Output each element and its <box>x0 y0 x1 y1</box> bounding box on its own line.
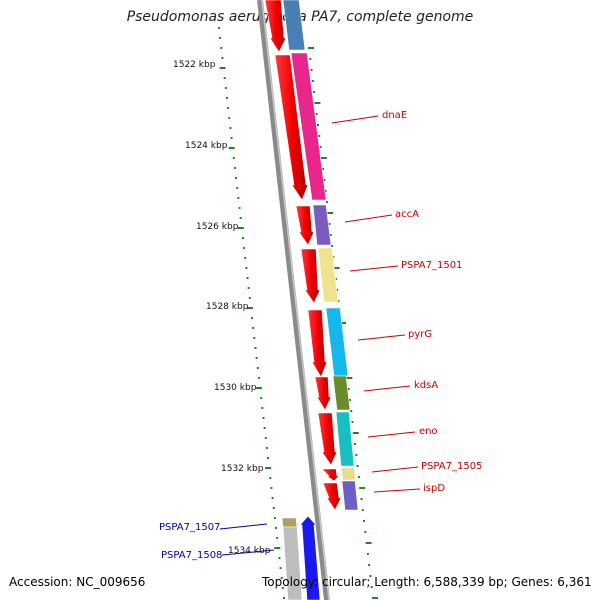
gene-label-PSPA7_1508[interactable]: PSPA7_1508 <box>161 550 222 561</box>
tick-label-1526: 1526 kbp <box>196 222 239 232</box>
gene-block-kdsA[interactable] <box>332 375 351 411</box>
genome-backbone <box>257 0 330 600</box>
gene-block-PSPA7_1507[interactable] <box>282 526 303 600</box>
gene-block-pyrG[interactable] <box>325 307 349 377</box>
label-leaders <box>219 115 421 556</box>
tick-label-1528: 1528 kbp <box>206 302 249 312</box>
accession-text: Accession: NC_009656 <box>9 575 146 589</box>
cds-arrow[interactable] <box>321 468 340 482</box>
cds-arrow[interactable] <box>317 412 338 466</box>
cds-arrow[interactable] <box>307 309 328 378</box>
gene-label-accA[interactable]: accA <box>395 209 419 220</box>
tick-label-1532: 1532 kbp <box>221 464 264 474</box>
cds-arrow[interactable] <box>300 248 321 304</box>
topology-text: Topology: circular; Length: 6,588,339 bp… <box>262 575 592 589</box>
gene-block-accA[interactable] <box>312 204 332 246</box>
gene-label-PSPA7_1507[interactable]: PSPA7_1507 <box>159 522 220 533</box>
cds-arrow[interactable] <box>295 205 315 246</box>
gene-block-PSPA7_1501[interactable] <box>317 247 339 303</box>
gene-label-kdsA[interactable]: kdsA <box>414 380 438 391</box>
cds-arrow[interactable] <box>322 482 342 511</box>
tick-label-1534: 1534 kbp <box>228 546 271 556</box>
gc-content-track <box>218 27 378 599</box>
tick-label-1522: 1522 kbp <box>173 60 216 70</box>
tick-label-1524: 1524 kbp <box>185 141 228 151</box>
cds-arrow[interactable] <box>274 54 309 201</box>
cds-arrow[interactable] <box>314 376 332 411</box>
gene-block-PSPA7_1507-top[interactable] <box>281 517 298 528</box>
gene-block-eno[interactable] <box>335 411 355 467</box>
genome-backbone-highlight <box>261 0 330 600</box>
gene-track-outer <box>282 0 359 511</box>
cds-track-inner <box>264 0 342 511</box>
gene-track-reverse <box>281 515 321 600</box>
tick-label-1530: 1530 kbp <box>214 383 257 393</box>
gene-block-dnaE[interactable] <box>290 52 327 201</box>
gene-label-PSPA7_1505[interactable]: PSPA7_1505 <box>421 461 482 472</box>
gene-block[interactable] <box>282 0 306 51</box>
gene-block-PSPA7_1505[interactable] <box>340 467 357 481</box>
gene-labels: dnaE accA PSPA7_1501 pyrG kdsA eno PSPA7… <box>159 110 482 561</box>
gene-label-PSPA7_1501[interactable]: PSPA7_1501 <box>401 260 462 271</box>
cds-arrow-reverse[interactable] <box>299 515 321 600</box>
gene-label-dnaE[interactable]: dnaE <box>382 110 407 121</box>
tick-labels: 1522 kbp 1524 kbp 1526 kbp 1528 kbp 1530… <box>173 60 271 556</box>
gene-label-eno[interactable]: eno <box>419 426 438 437</box>
gene-block-ispD[interactable] <box>341 480 359 511</box>
gene-label-ispD[interactable]: ispD <box>423 483 445 494</box>
gene-label-pyrG[interactable]: pyrG <box>408 329 432 340</box>
cds-arrow[interactable] <box>264 0 287 53</box>
